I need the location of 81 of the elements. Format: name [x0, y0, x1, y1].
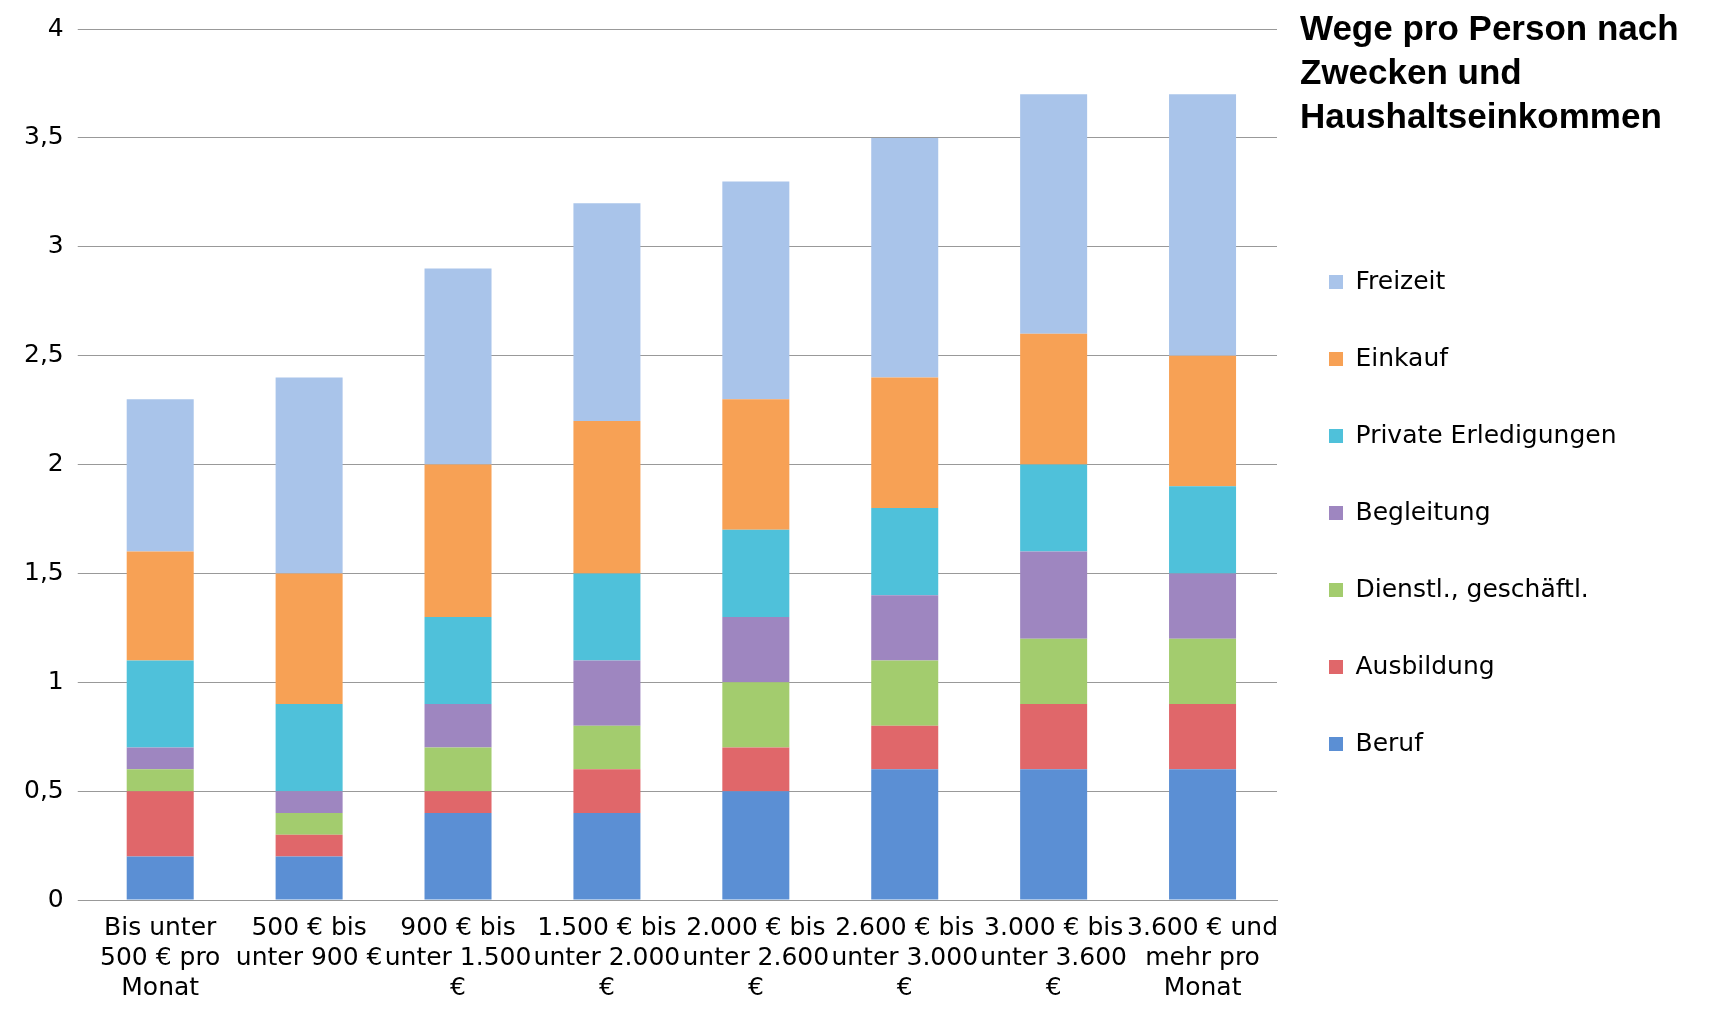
- bar: [722, 682, 790, 748]
- bar: [126, 769, 194, 792]
- bar: [126, 399, 194, 552]
- bar: [1020, 704, 1088, 770]
- bar: [1020, 333, 1088, 465]
- legend-label: Freizeit: [1355, 265, 1446, 295]
- x-tick-label: 2.600 € bis unter 3.000 €: [831, 911, 979, 1001]
- bar: [871, 769, 939, 900]
- x-tick-label: Bis unter 500 € pro Monat: [100, 911, 221, 1001]
- legend-label: Private Erledigungen: [1355, 419, 1617, 449]
- y-tick-label: 3,5: [23, 121, 64, 151]
- bar: [275, 834, 343, 857]
- bar: [424, 812, 492, 900]
- y-tick-label: 3: [47, 230, 64, 260]
- x-tick-label: 900 € bis unter 1.500 €: [384, 911, 532, 1001]
- x-tick-label: 1.500 € bis unter 2.000 €: [533, 911, 681, 1001]
- bar: [424, 791, 492, 813]
- text: Wege pro Person nach Zwecken und Haushaltseinkommen: [1300, 6, 1710, 138]
- bar: [424, 616, 492, 705]
- legend-label: Dienstl., geschäftl.: [1355, 573, 1589, 603]
- bar: [126, 747, 194, 770]
- bar: [1020, 551, 1088, 639]
- x-tick-label: 3.000 € bis unter 3.600 €: [980, 911, 1127, 1001]
- bar: [126, 551, 194, 661]
- bar: [275, 856, 343, 900]
- bar: [424, 464, 492, 617]
- y-tick-label: 1,5: [23, 556, 64, 586]
- x-tick-label: 3.600 € und mehr pro Monat: [1127, 911, 1279, 1001]
- bar: [722, 616, 790, 683]
- bar: [573, 769, 641, 813]
- y-tick-label: 0: [47, 883, 64, 913]
- bar: [1020, 638, 1088, 705]
- bar: [573, 203, 641, 421]
- bar: [1169, 704, 1237, 770]
- bar: [722, 399, 790, 530]
- y-tick-label: 2: [47, 448, 64, 477]
- legend-label: Einkauf: [1355, 342, 1450, 372]
- bar: [1169, 769, 1237, 900]
- bar: [871, 377, 939, 509]
- bar: [871, 137, 939, 378]
- bar: [573, 420, 641, 574]
- bar: [126, 791, 194, 857]
- bar: [722, 529, 790, 617]
- bar: [1169, 573, 1237, 639]
- bar: [871, 508, 939, 596]
- bar: [871, 660, 939, 726]
- bar: [871, 725, 939, 770]
- bar: [722, 181, 790, 400]
- x-tick-label: 500 € bis unter 900 €: [235, 911, 383, 971]
- bar: [573, 573, 641, 661]
- bar: [1169, 94, 1237, 356]
- bar: [1020, 769, 1088, 900]
- bar: [871, 595, 939, 661]
- bar: [722, 747, 790, 792]
- y-tick-label: 2,5: [23, 339, 64, 369]
- bar: [275, 704, 343, 792]
- bar: [722, 791, 790, 900]
- bar: [275, 573, 343, 705]
- y-tick-label: 0,5: [23, 774, 64, 804]
- bar: [275, 791, 343, 813]
- bar: [424, 704, 492, 748]
- legend-label: Begleitung: [1355, 496, 1491, 526]
- bar: [573, 812, 641, 900]
- bar: [1020, 94, 1088, 334]
- bar: [1169, 355, 1237, 487]
- bar: [1020, 464, 1088, 552]
- bar: [424, 747, 492, 792]
- bar: [424, 268, 492, 465]
- bar: [275, 812, 343, 835]
- bar: [126, 660, 194, 748]
- bar: [126, 856, 194, 900]
- x-tick-label: 2.000 € bis unter 2.600 €: [682, 911, 830, 1001]
- bar: [1169, 638, 1237, 705]
- legend-label: Ausbildung: [1355, 650, 1495, 680]
- bar: [1169, 486, 1237, 574]
- y-tick-label: 1: [47, 665, 64, 695]
- y-tick-label: 4: [47, 12, 64, 42]
- bar: [573, 660, 641, 726]
- legend-label: Beruf: [1355, 727, 1425, 757]
- bar: [275, 377, 343, 574]
- bar: [573, 725, 641, 770]
